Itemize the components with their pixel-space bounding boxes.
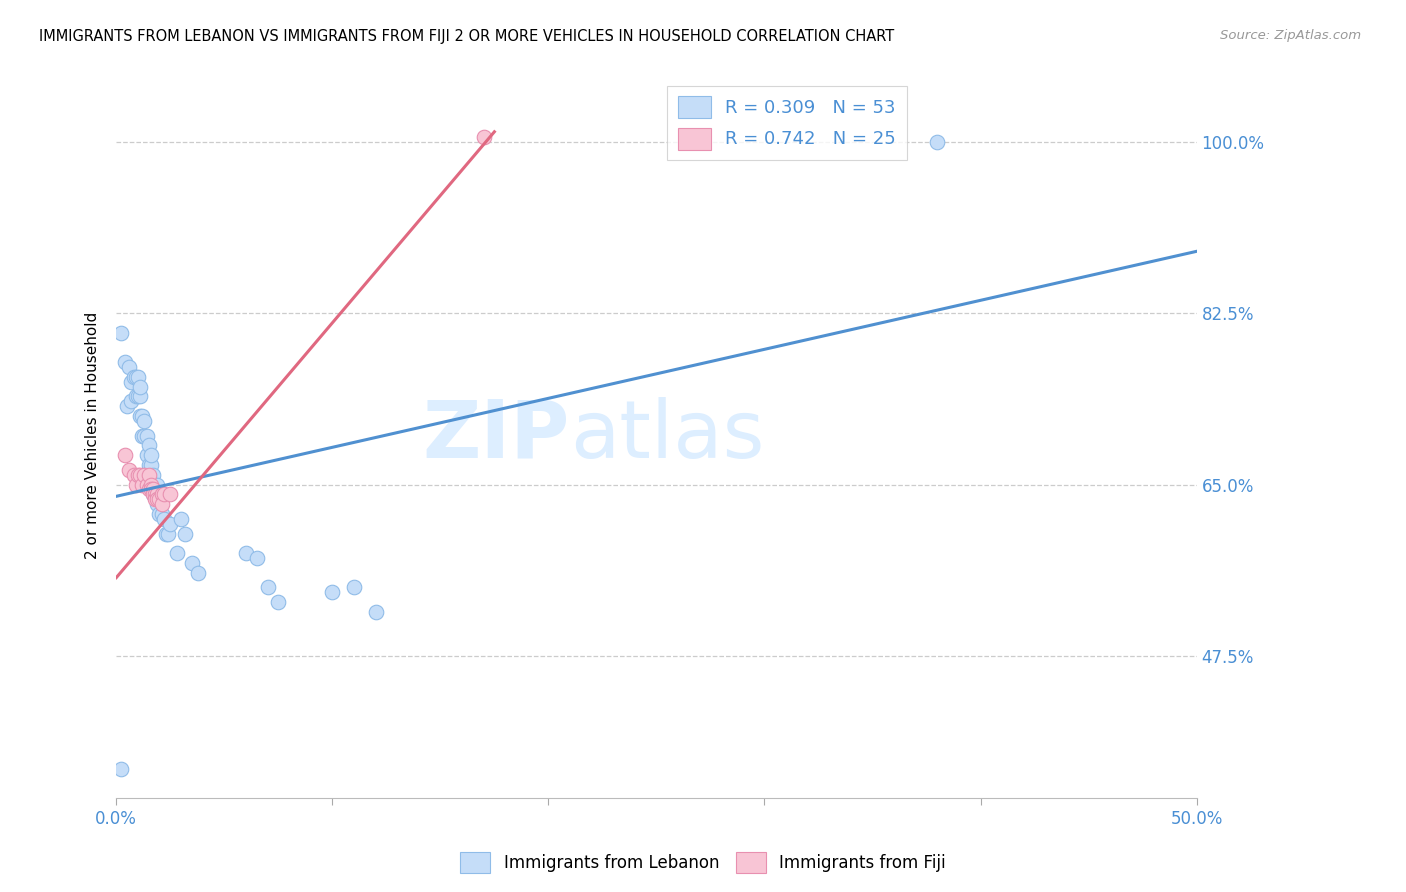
Point: [135, 428, 157, 442]
Point: [125, 389, 148, 403]
Text: IMMIGRANTS FROM LEBANON VS IMMIGRANTS FROM FIJI 2 OR MORE VEHICLES IN HOUSEHOLD : IMMIGRANTS FROM LEBANON VS IMMIGRANTS FR…: [39, 29, 894, 44]
Point: [246, 551, 269, 566]
Point: [139, 483, 162, 497]
Point: [148, 507, 170, 521]
Legend: R = 0.309   N = 53, R = 0.742   N = 25: R = 0.309 N = 53, R = 0.742 N = 25: [668, 86, 907, 161]
Point: [142, 467, 165, 482]
Point: [118, 359, 141, 374]
Point: [131, 409, 153, 423]
Point: [146, 497, 169, 511]
Point: [142, 483, 165, 497]
Point: [129, 379, 152, 393]
Point: [139, 458, 162, 472]
Point: [155, 526, 177, 541]
Point: [127, 467, 149, 482]
Point: [148, 492, 170, 507]
Point: [129, 467, 152, 482]
Point: [118, 463, 141, 477]
Point: [142, 487, 165, 501]
Text: atlas: atlas: [569, 397, 765, 475]
Point: [114, 355, 136, 369]
Point: [127, 369, 149, 384]
Point: [139, 477, 162, 491]
Point: [122, 369, 145, 384]
Point: [110, 762, 132, 776]
Point: [127, 389, 149, 403]
Point: [321, 585, 343, 599]
Point: [927, 135, 949, 149]
Point: [343, 581, 366, 595]
Point: [134, 467, 156, 482]
Point: [138, 458, 160, 472]
Point: [153, 512, 176, 526]
Text: ZIP: ZIP: [423, 397, 569, 475]
Point: [159, 487, 181, 501]
Point: [138, 483, 160, 497]
Point: [150, 507, 173, 521]
Point: [150, 497, 173, 511]
Point: [135, 448, 157, 462]
Point: [146, 492, 169, 507]
Point: [150, 487, 173, 501]
Point: [142, 487, 165, 501]
Point: [143, 487, 166, 501]
Point: [180, 556, 202, 570]
Point: [256, 581, 278, 595]
Point: [472, 129, 495, 144]
Point: [187, 566, 209, 580]
Point: [120, 375, 142, 389]
Point: [135, 477, 157, 491]
Point: [153, 487, 176, 501]
Point: [235, 546, 257, 560]
Point: [114, 448, 136, 462]
Point: [143, 477, 166, 491]
Point: [134, 428, 156, 442]
Point: [120, 394, 142, 409]
Point: [138, 438, 160, 452]
Legend: Immigrants from Lebanon, Immigrants from Fiji: Immigrants from Lebanon, Immigrants from…: [454, 846, 952, 880]
Point: [143, 487, 166, 501]
Point: [129, 389, 152, 403]
Point: [134, 414, 156, 428]
Point: [170, 512, 193, 526]
Point: [138, 467, 160, 482]
Point: [129, 409, 152, 423]
Point: [146, 487, 169, 501]
Point: [157, 526, 180, 541]
Point: [174, 526, 197, 541]
Text: Source: ZipAtlas.com: Source: ZipAtlas.com: [1220, 29, 1361, 42]
Point: [110, 326, 132, 340]
Y-axis label: 2 or more Vehicles in Household: 2 or more Vehicles in Household: [86, 312, 100, 559]
Point: [364, 605, 387, 619]
Point: [125, 477, 148, 491]
Point: [131, 477, 153, 491]
Point: [143, 492, 166, 507]
Point: [122, 467, 145, 482]
Point: [148, 492, 170, 507]
Point: [139, 477, 162, 491]
Point: [125, 369, 148, 384]
Point: [159, 516, 181, 531]
Point: [166, 546, 188, 560]
Point: [139, 448, 162, 462]
Point: [115, 399, 138, 413]
Point: [267, 595, 290, 609]
Point: [150, 487, 173, 501]
Point: [146, 477, 169, 491]
Point: [131, 428, 153, 442]
